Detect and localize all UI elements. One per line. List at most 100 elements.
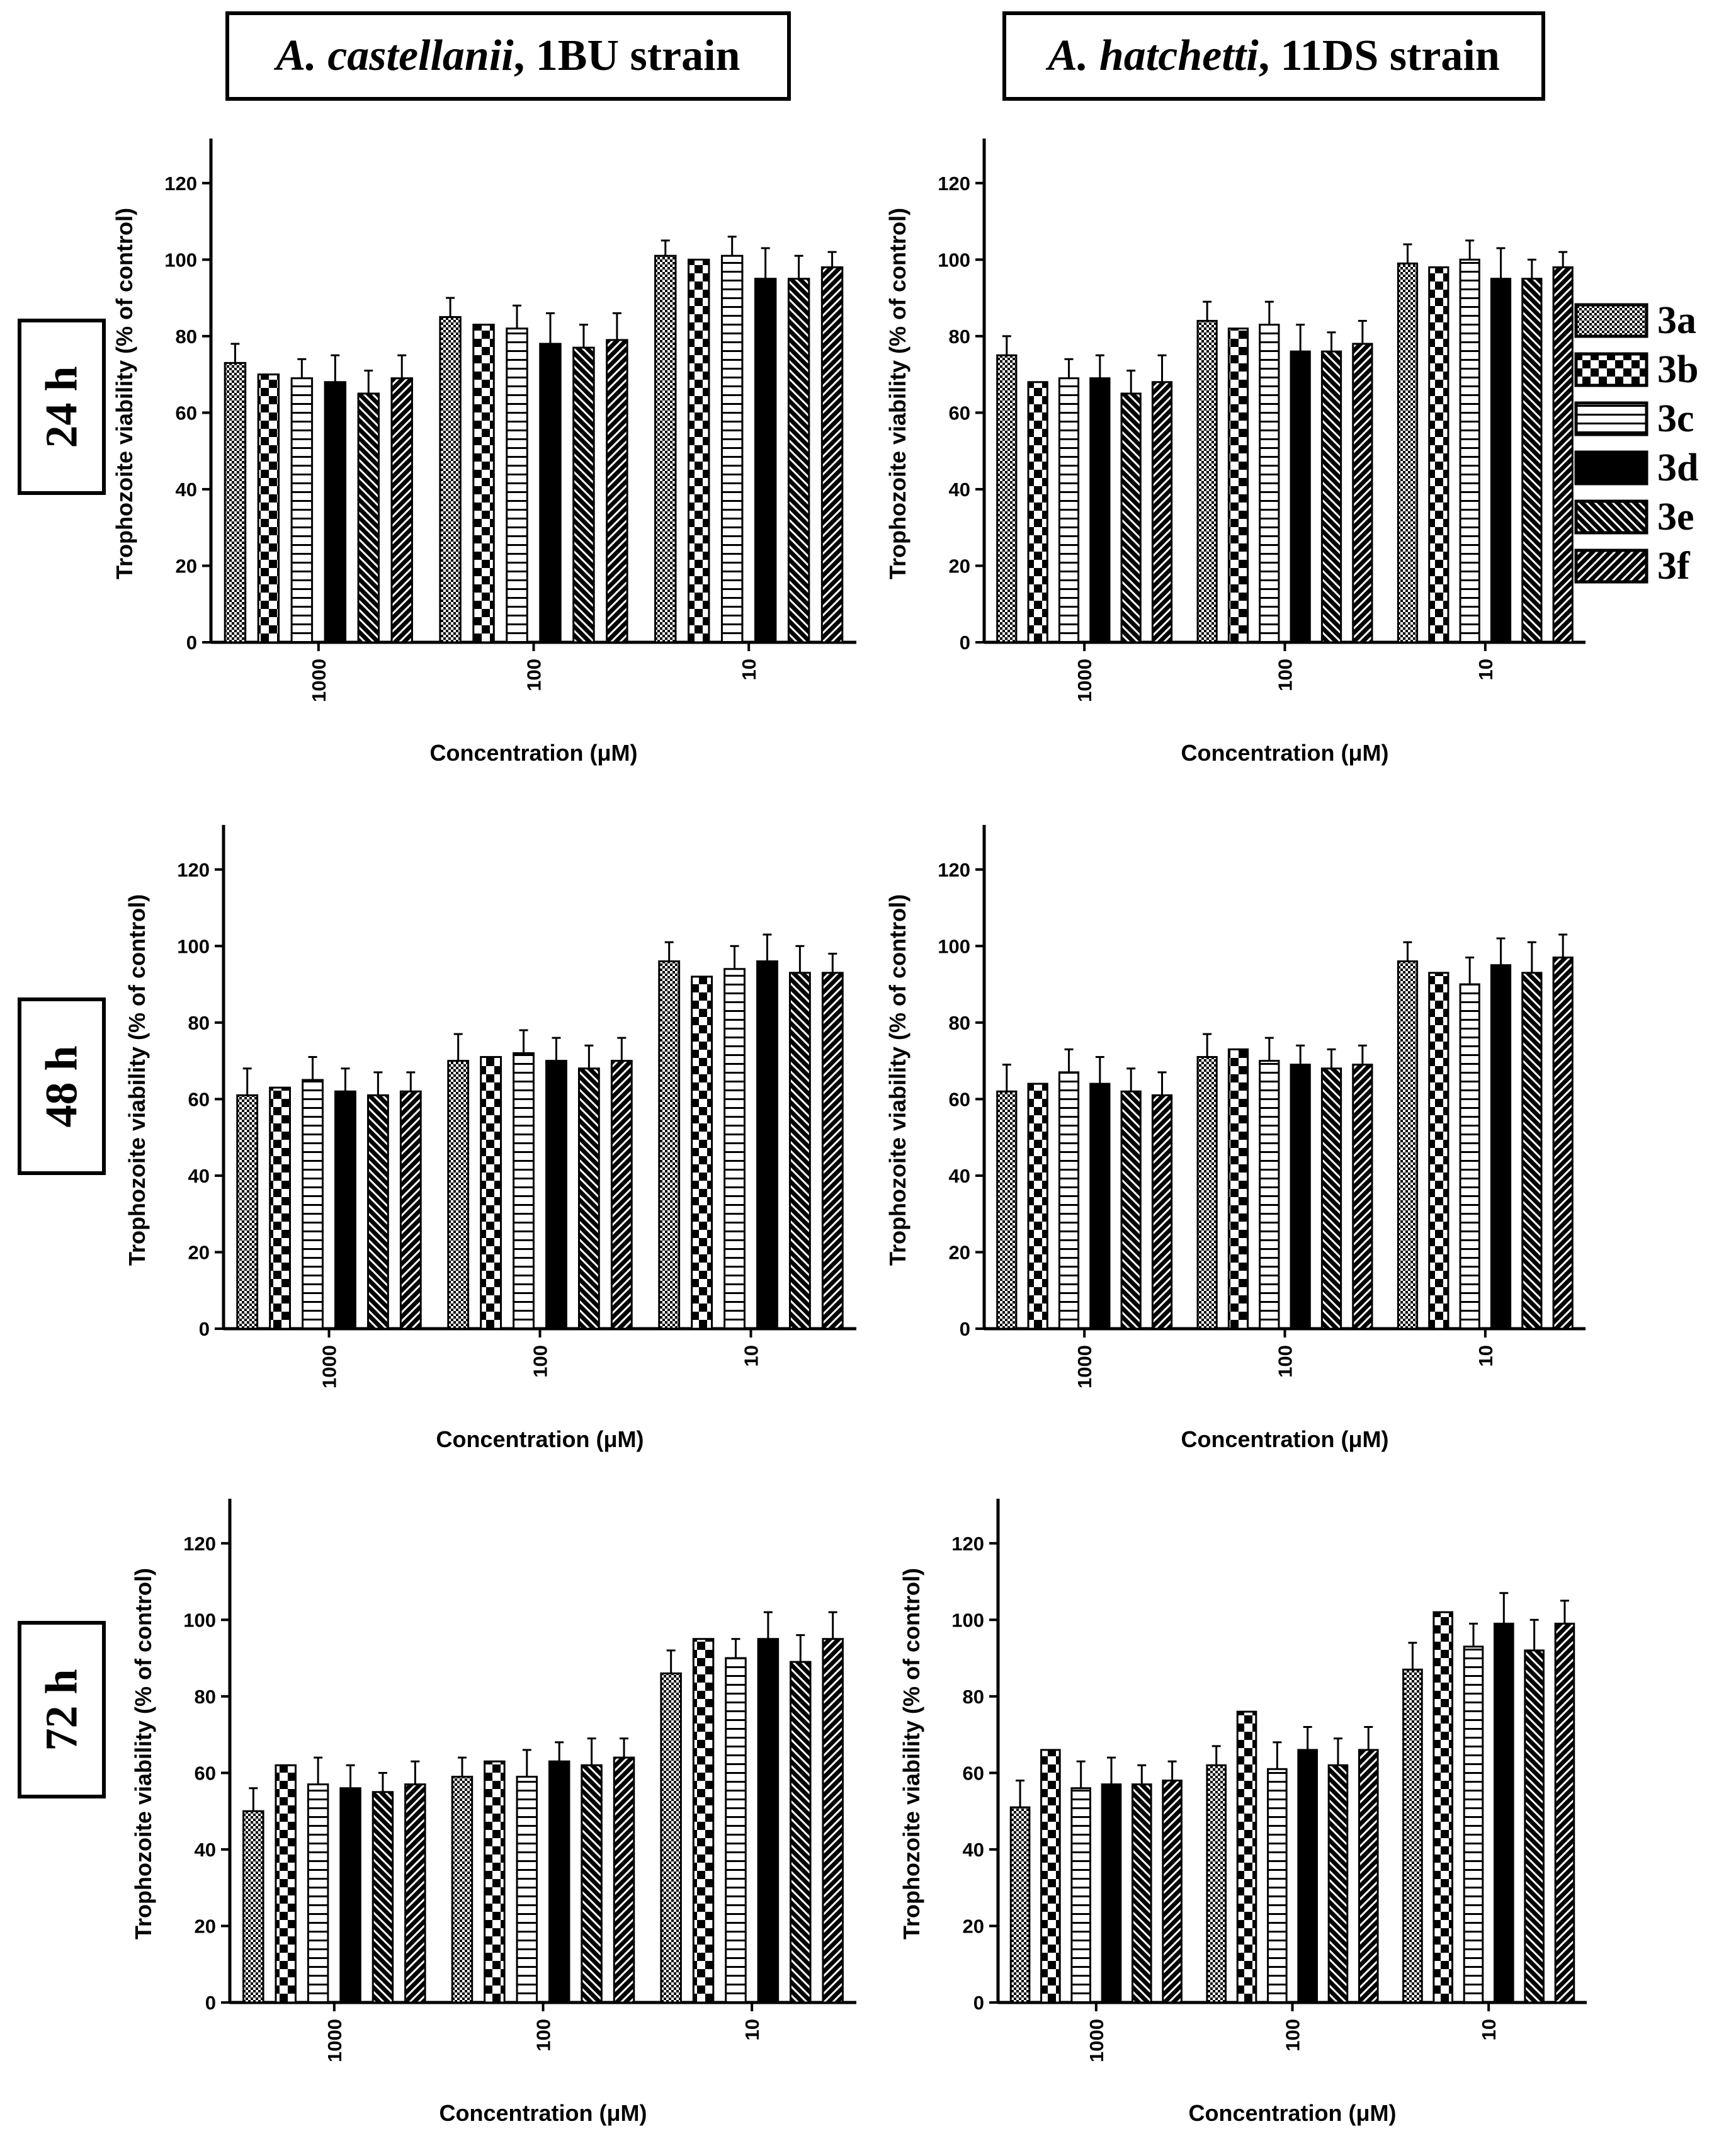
x-axis-label: Concentration (μM) bbox=[430, 740, 638, 766]
bar-3b-1000 bbox=[257, 373, 280, 644]
bar-3d-1000 bbox=[1089, 377, 1111, 644]
bar-3e-1000 bbox=[372, 1791, 394, 2004]
bar-3c-100 bbox=[1259, 1060, 1280, 1330]
bar-3d-100 bbox=[548, 1760, 570, 2004]
bar-3f-1000 bbox=[404, 1783, 426, 2004]
y-tick-label: 0 bbox=[186, 632, 197, 654]
bar-3c-10 bbox=[723, 968, 746, 1330]
y-tick-label: 20 bbox=[176, 555, 197, 577]
y-tick-label: 0 bbox=[199, 1318, 210, 1340]
legend-swatch bbox=[1574, 401, 1648, 436]
y-tick-label: 120 bbox=[951, 1533, 984, 1555]
x-tick-label: 1000 bbox=[1074, 1345, 1096, 1389]
bar-3f-10 bbox=[820, 266, 844, 644]
y-tick-label: 60 bbox=[949, 1088, 970, 1110]
bar-3a-1000 bbox=[996, 1090, 1018, 1330]
x-axis-label: Concentration (μM) bbox=[440, 2100, 647, 2126]
bar-3b-10 bbox=[1432, 1611, 1454, 2004]
y-tick-label: 60 bbox=[176, 402, 197, 424]
y-tick-label: 80 bbox=[949, 326, 970, 348]
bar-3c-10 bbox=[1463, 1645, 1484, 2004]
y-tick-label: 20 bbox=[949, 1241, 970, 1263]
bar-3f-10 bbox=[821, 972, 844, 1330]
row-label-24h: 24 h bbox=[18, 319, 106, 495]
y-tick-label: 40 bbox=[188, 1165, 210, 1187]
bar-3e-10 bbox=[788, 972, 811, 1330]
species-name: A. hatchetti bbox=[1048, 31, 1259, 80]
bar-3b-10 bbox=[692, 1638, 715, 2004]
y-tick-label: 40 bbox=[195, 1839, 216, 1861]
y-tick-label: 100 bbox=[951, 1609, 984, 1631]
legend-item: 3d bbox=[1574, 443, 1732, 492]
bar-3c-10 bbox=[720, 254, 744, 644]
bar-3d-1000 bbox=[1089, 1082, 1111, 1330]
bar-3f-1000 bbox=[390, 377, 413, 644]
legend-label: 3e bbox=[1657, 495, 1694, 538]
y-tick-label: 120 bbox=[938, 173, 970, 195]
x-tick-label: 10 bbox=[740, 1345, 763, 1366]
strain-name: , 1BU strain bbox=[513, 31, 740, 80]
bar-3c-1000 bbox=[1058, 1071, 1080, 1330]
bar-3e-100 bbox=[1327, 1764, 1349, 2004]
legend-label: 3f bbox=[1657, 544, 1690, 588]
y-tick-label: 40 bbox=[949, 479, 970, 501]
bar-3f-10 bbox=[1554, 1622, 1575, 2004]
y-tick-label: 40 bbox=[176, 479, 197, 501]
bar-3f-10 bbox=[822, 1638, 844, 2004]
legend-item: 3f bbox=[1574, 542, 1732, 591]
bar-3a-1000 bbox=[1009, 1806, 1031, 2004]
bar-3b-100 bbox=[472, 324, 495, 644]
bar-3c-10 bbox=[1459, 983, 1480, 1330]
bar-3f-100 bbox=[1352, 1064, 1373, 1330]
bar-3f-100 bbox=[1358, 1749, 1379, 2004]
bar-3e-1000 bbox=[1120, 392, 1142, 644]
bar-3c-100 bbox=[513, 1052, 535, 1330]
row-label-text: 48 h bbox=[36, 1045, 87, 1128]
legend-label: 3c bbox=[1657, 397, 1694, 440]
x-tick-label: 100 bbox=[1274, 659, 1296, 691]
bar-3d-1000 bbox=[334, 1090, 356, 1330]
x-tick-label: 1000 bbox=[1074, 659, 1096, 702]
y-tick-label: 20 bbox=[963, 1915, 984, 1937]
chart-48h-hatchetti: Trophozoite viability (% of control) 0 20 4… bbox=[885, 825, 1586, 1452]
y-tick-label: 100 bbox=[183, 1609, 216, 1631]
bar-3a-10 bbox=[660, 1672, 682, 2004]
y-tick-label: 80 bbox=[176, 326, 197, 348]
bar-3c-1000 bbox=[1058, 377, 1080, 644]
y-tick-label: 40 bbox=[949, 1165, 970, 1187]
chart-48h-castellanii: Trophozoite viability (% of control) 0 20 4… bbox=[124, 825, 856, 1452]
bar-3e-1000 bbox=[366, 1094, 389, 1330]
y-tick-label: 100 bbox=[164, 249, 197, 271]
column-header-castellanii: A. castellanii, 1BU strain bbox=[225, 11, 791, 101]
column-header-hatchetti: A. hatchetti, 11DS strain bbox=[1002, 11, 1545, 101]
y-tick-label: 120 bbox=[164, 173, 197, 195]
bar-3d-10 bbox=[754, 278, 777, 644]
bar-3b-100 bbox=[1236, 1710, 1257, 2004]
legend-item: 3a bbox=[1574, 296, 1732, 345]
x-axis-label: Concentration (μM) bbox=[1181, 1426, 1389, 1452]
y-tick-label: 20 bbox=[188, 1241, 210, 1263]
x-axis-label: Concentration (μM) bbox=[1189, 2100, 1397, 2126]
chart-24h-hatchetti: Trophozoite viability (% of control) 0 20 4… bbox=[885, 139, 1586, 766]
bar-3e-1000 bbox=[1131, 1783, 1152, 2004]
bar-3e-100 bbox=[577, 1067, 600, 1330]
y-tick-label: 0 bbox=[960, 1318, 970, 1340]
bar-3c-1000 bbox=[1070, 1787, 1091, 2004]
bar-3d-1000 bbox=[1101, 1783, 1122, 2004]
bar-3b-10 bbox=[1428, 266, 1450, 644]
x-tick-label: 100 bbox=[533, 2019, 555, 2052]
bar-3d-100 bbox=[539, 343, 562, 644]
bar-3c-100 bbox=[1267, 1768, 1288, 2004]
species-name: A. castellanii bbox=[276, 31, 514, 80]
bar-3d-10 bbox=[756, 960, 778, 1330]
bar-3d-100 bbox=[1290, 1064, 1311, 1330]
bar-3f-1000 bbox=[1162, 1780, 1183, 2004]
x-tick-label: 10 bbox=[738, 659, 760, 680]
bar-3d-10 bbox=[1494, 1622, 1514, 2004]
bar-3f-100 bbox=[606, 339, 628, 644]
row-label-48h: 48 h bbox=[18, 997, 106, 1175]
bar-3a-10 bbox=[654, 254, 677, 644]
y-tick-label: 60 bbox=[963, 1762, 984, 1784]
bar-3e-10 bbox=[1524, 1649, 1545, 2004]
bar-3a-10 bbox=[1397, 960, 1419, 1330]
